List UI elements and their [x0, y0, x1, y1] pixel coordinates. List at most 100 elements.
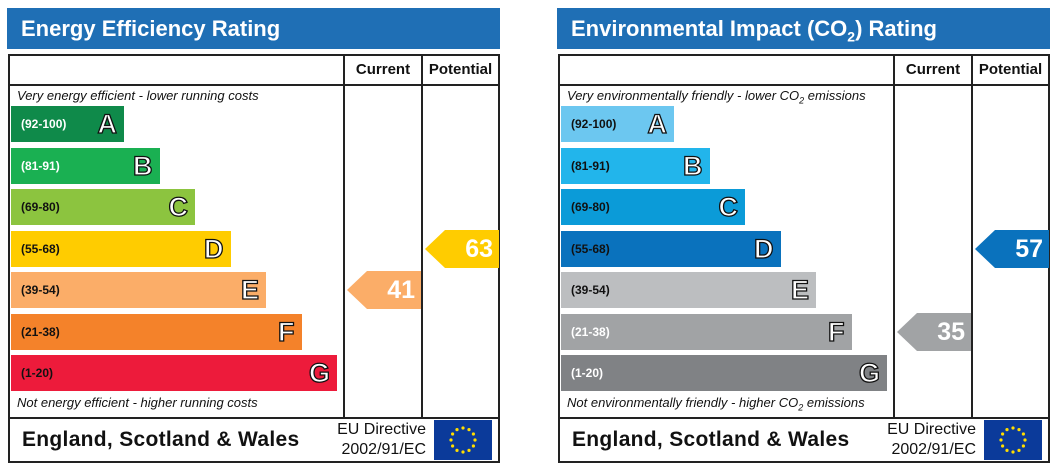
divider: [560, 84, 1048, 86]
current-rating-value: 41: [387, 276, 415, 304]
band-c: (69-80) C: [561, 189, 745, 225]
top-caption: Very environmentally friendly - lower CO…: [567, 88, 866, 106]
top-caption-prefix: Very environmentally friendly - lower CO: [567, 88, 800, 103]
band-letter: F: [277, 316, 295, 347]
eu-directive: EU Directive 2002/91/EC: [878, 420, 976, 460]
band-range-label: (39-54): [571, 283, 610, 297]
band-range-label: (92-100): [571, 117, 617, 131]
band-letter: E: [240, 274, 259, 305]
star-icon: [1011, 426, 1015, 430]
star-icon: [1017, 428, 1021, 432]
band-letter: F: [827, 316, 845, 347]
band-a: (92-100) A: [561, 106, 674, 142]
band-letter: D: [203, 233, 224, 264]
directive-line2: 2002/91/EC: [891, 441, 976, 458]
current-rating-value: 35: [937, 317, 965, 346]
potential-rating-pointer: 57: [975, 229, 1049, 268]
divider: [421, 56, 423, 419]
band-letter: B: [132, 150, 153, 181]
environmental-title: Environmental Impact (CO2) Rating: [557, 8, 1050, 49]
eu-stars-icon: [999, 426, 1027, 454]
current-column-header: Current: [905, 61, 961, 78]
band-range-label: (55-68): [21, 241, 60, 256]
current-rating-pointer: 41: [347, 271, 421, 309]
band-range-label: (1-20): [571, 366, 604, 380]
star-icon: [1001, 444, 1005, 448]
star-icon: [471, 432, 475, 436]
band-range-label: (69-80): [571, 200, 610, 214]
current-rating-pointer: 35: [897, 312, 971, 351]
eu-flag-icon: [984, 420, 1042, 460]
star-icon: [455, 448, 459, 452]
band-range-label: (21-38): [21, 324, 60, 339]
star-icon: [1005, 428, 1009, 432]
bottom-caption-suffix: emissions: [803, 395, 865, 410]
band-g: (1-20) G: [11, 355, 337, 391]
bottom-caption-prefix: Not environmentally friendly - higher CO: [567, 395, 799, 410]
band-g: (1-20) G: [561, 355, 887, 391]
band-range-label: (81-91): [21, 158, 60, 173]
divider: [560, 417, 1048, 419]
star-icon: [455, 428, 459, 432]
star-icon: [1021, 432, 1025, 436]
star-icon: [1021, 444, 1025, 448]
band-a: (92-100) A: [11, 106, 124, 142]
band-range-label: (1-20): [21, 366, 54, 380]
region-label: England, Scotland & Wales: [572, 428, 850, 451]
band-letter: D: [753, 233, 774, 264]
bottom-caption: Not environmentally friendly - higher CO…: [567, 395, 865, 413]
star-icon: [1017, 448, 1021, 452]
band-range-label: (81-91): [571, 158, 610, 173]
band-letter: C: [168, 191, 189, 222]
star-icon: [1001, 432, 1005, 436]
bottom-caption-sub: 2: [798, 402, 804, 413]
bottom-caption: Not energy efficient - higher running co…: [17, 395, 258, 410]
divider: [10, 84, 498, 86]
title-sub: 2: [847, 28, 856, 45]
environmental-impact-panel: Environmental Impact (CO2) Rating Curren…: [557, 0, 1052, 467]
band-b: (81-91) B: [561, 147, 710, 184]
current-column-header: Current: [355, 61, 411, 78]
band-range-label: (39-54): [21, 283, 60, 297]
energy-chart-frame: Current Potential Very energy efficient …: [8, 54, 500, 463]
band-range-label: (69-80): [21, 200, 60, 214]
environmental-chart-frame: Current Potential Very environmentally f…: [558, 54, 1050, 463]
divider: [10, 417, 498, 419]
star-icon: [1023, 438, 1027, 442]
band-letter: E: [790, 274, 809, 305]
star-icon: [467, 448, 471, 452]
star-icon: [451, 432, 455, 436]
star-icon: [473, 438, 477, 442]
eu-flag-icon: [434, 420, 492, 460]
star-icon: [461, 450, 465, 454]
band-e: (39-54) E: [561, 272, 816, 308]
star-icon: [451, 444, 455, 448]
eu-stars-icon: [449, 426, 477, 454]
band-e: (39-54) E: [11, 272, 266, 308]
band-letter: A: [97, 108, 118, 139]
divider: [971, 56, 973, 419]
region-label: England, Scotland & Wales: [22, 428, 300, 451]
top-caption: Very energy efficient - lower running co…: [17, 88, 259, 103]
star-icon: [461, 426, 465, 430]
star-icon: [467, 428, 471, 432]
top-caption-suffix: emissions: [804, 88, 866, 103]
potential-column-header: Potential: [978, 61, 1043, 78]
potential-rating-value: 57: [1015, 234, 1043, 263]
band-range-label: (92-100): [21, 117, 67, 131]
title-suffix: ) Rating: [855, 16, 937, 41]
directive-line1: EU Directive: [887, 421, 976, 438]
band-f: (21-38) F: [11, 313, 302, 350]
directive-line2: 2002/91/EC: [341, 441, 426, 458]
band-letter: C: [718, 191, 739, 222]
energy-title: Energy Efficiency Rating: [7, 8, 500, 49]
potential-rating-pointer: 63: [425, 229, 499, 268]
star-icon: [1005, 448, 1009, 452]
divider: [893, 56, 895, 419]
band-letter: A: [647, 108, 668, 139]
star-icon: [999, 438, 1003, 442]
band-f: (21-38) F: [561, 313, 852, 350]
star-icon: [449, 438, 453, 442]
band-range-label: (21-38): [571, 324, 610, 339]
band-c: (69-80) C: [11, 189, 195, 225]
